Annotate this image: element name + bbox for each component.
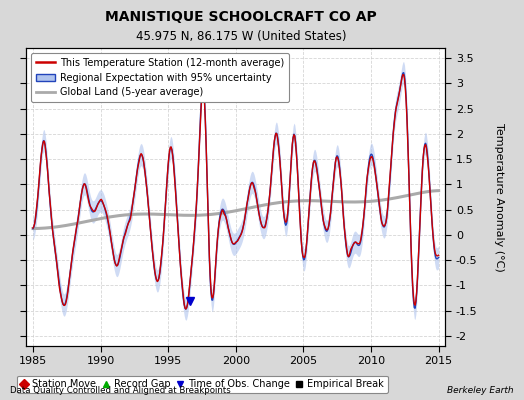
Legend: Station Move, Record Gap, Time of Obs. Change, Empirical Break: Station Move, Record Gap, Time of Obs. C… [17,376,388,393]
Y-axis label: Temperature Anomaly (°C): Temperature Anomaly (°C) [494,123,504,271]
Text: Data Quality Controlled and Aligned at Breakpoints: Data Quality Controlled and Aligned at B… [10,386,231,395]
Text: 45.975 N, 86.175 W (United States): 45.975 N, 86.175 W (United States) [136,30,346,43]
Text: MANISTIQUE SCHOOLCRAFT CO AP: MANISTIQUE SCHOOLCRAFT CO AP [105,10,377,24]
Text: Berkeley Earth: Berkeley Earth [447,386,514,395]
